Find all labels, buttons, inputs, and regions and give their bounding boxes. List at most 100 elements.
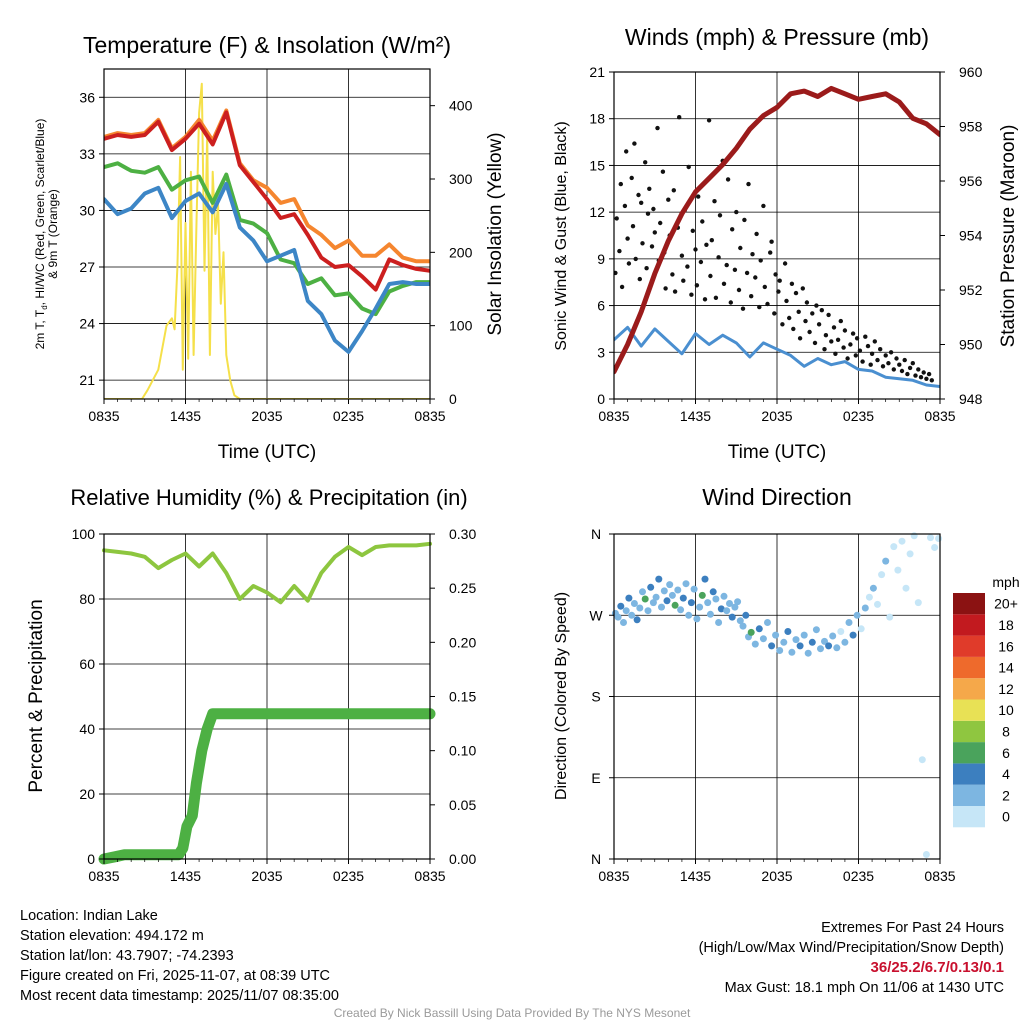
gust-point	[883, 353, 888, 358]
direction-point	[772, 631, 780, 639]
gust-point	[826, 312, 831, 318]
gust-point	[894, 356, 899, 361]
direction-point	[668, 591, 676, 599]
wind-xlabel: Time (UTC)	[728, 442, 827, 463]
colorbar-swatch	[953, 678, 985, 700]
series-solar-insolation	[104, 82, 430, 399]
y-tick-label: 80	[79, 591, 95, 607]
temp-title: Temperature (F) & Insolation (W/m²)	[83, 32, 451, 58]
max-gust: Max Gust: 18.1 mph On 11/06 at 1430 UTC	[724, 980, 1004, 996]
gust-point	[658, 220, 663, 226]
y-tick-label: 40	[79, 721, 95, 737]
gridlines	[614, 534, 940, 859]
y-tick-label: W	[589, 607, 603, 623]
direction-point	[630, 600, 638, 607]
gust-point	[854, 336, 860, 341]
direction-point	[647, 583, 655, 591]
x-tick-label: 1435	[680, 868, 711, 884]
direction-point	[660, 587, 668, 595]
y-tick-label: S	[591, 689, 600, 705]
gust-point	[746, 181, 751, 187]
direction-point	[821, 637, 828, 645]
gust-point	[845, 356, 850, 361]
direction-point	[687, 599, 695, 607]
direction-point	[742, 611, 750, 619]
gust-point	[660, 169, 666, 174]
series-relative-humidity	[102, 541, 432, 605]
y2-tick-label: 948	[959, 391, 983, 407]
wind-series	[614, 85, 940, 388]
gust-point	[716, 255, 721, 260]
gust-point	[784, 298, 789, 304]
gust-point	[869, 351, 875, 356]
gust-point	[632, 141, 637, 146]
wind-title: Winds (mph) & Pressure (mb)	[625, 24, 929, 50]
colorbar-swatch	[953, 635, 985, 657]
direction-point	[812, 626, 820, 634]
temp-ylabel-line1: 2m T, Td, HI/WC (Red, Green, Scarlet/Blu…	[33, 119, 49, 350]
series-hi-wc	[104, 182, 430, 354]
station-location: Location: Indian Lake	[20, 908, 158, 924]
temp-y-axis: 21 24 27 30 33 36	[79, 89, 104, 388]
colorbar-swatch	[953, 699, 985, 721]
gust-point	[796, 309, 801, 314]
y-tick-label: 9	[597, 251, 605, 267]
gust-point	[700, 219, 705, 224]
direction-point	[882, 557, 890, 565]
gust-point	[793, 290, 799, 296]
direction-point	[666, 581, 674, 589]
colorbar-swatch	[953, 763, 985, 785]
gust-point	[702, 297, 708, 302]
gust-point	[814, 303, 819, 308]
gust-point	[681, 278, 686, 283]
x-tick-label: 0835	[414, 408, 445, 424]
rh-y2-axis: 0.00 0.05 0.10 0.15 0.20 0.25 0.30	[430, 526, 476, 867]
gust-point	[732, 267, 738, 272]
direction-point	[845, 619, 853, 626]
extremes-title: Extremes For Past 24 Hours	[821, 920, 1004, 936]
series-precipitation	[98, 708, 436, 865]
gust-point	[671, 188, 676, 193]
colorbar-label: 16	[998, 638, 1014, 654]
gust-point	[717, 213, 723, 218]
direction-point	[768, 642, 776, 650]
direction-point	[614, 613, 622, 621]
direction-point	[625, 594, 633, 602]
y2-tick-label: 0.30	[449, 526, 476, 542]
direction-point	[764, 619, 771, 626]
gust-point	[891, 367, 896, 372]
extremes-values: 36/25.2/6.7/0.13/0.1	[870, 959, 1004, 976]
direction-point	[696, 603, 704, 611]
direction-point	[726, 600, 733, 607]
y2-tick-label: 958	[959, 119, 983, 135]
gust-point	[713, 295, 719, 300]
x-tick-label: 0835	[598, 408, 629, 424]
direction-point	[898, 537, 906, 545]
x-tick-label: 1435	[680, 408, 711, 424]
y-tick-label: 3	[597, 344, 605, 360]
gust-point	[918, 375, 924, 380]
gust-point	[848, 342, 853, 347]
direction-point	[652, 593, 660, 601]
station-info: Location: Indian Lake Station elevation:…	[20, 906, 339, 1006]
direction-point	[780, 638, 788, 646]
direction-point	[894, 566, 902, 574]
direction-points	[611, 532, 943, 858]
gust-point	[740, 306, 746, 311]
gust-point	[651, 206, 656, 212]
wind-y-axis: 0 3 6 9 12 15 18 21	[589, 64, 614, 407]
direction-point	[685, 611, 693, 619]
colorbar-title: mph	[992, 574, 1019, 590]
y2-tick-label: 0.25	[449, 580, 476, 596]
y-tick-label: 30	[79, 202, 95, 218]
y-tick-label: N	[591, 851, 601, 867]
y-tick-label: 15	[589, 157, 605, 173]
gust-point	[897, 362, 902, 367]
gust-point	[724, 262, 729, 268]
direction-point	[902, 584, 910, 592]
y-tick-label: 18	[589, 111, 605, 127]
gust-point	[626, 261, 632, 266]
direction-point	[825, 642, 833, 650]
direction-point	[734, 598, 742, 606]
